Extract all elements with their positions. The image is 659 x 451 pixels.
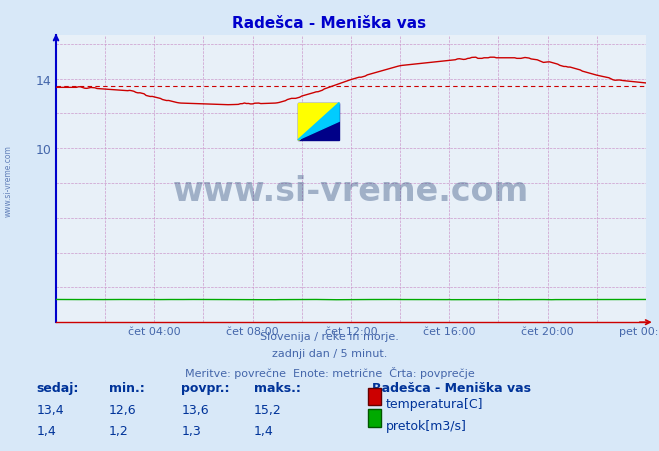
- Text: zadnji dan / 5 minut.: zadnji dan / 5 minut.: [272, 349, 387, 359]
- Text: povpr.:: povpr.:: [181, 381, 230, 394]
- Text: temperatura[C]: temperatura[C]: [386, 397, 484, 410]
- Text: Radešca - Meniška vas: Radešca - Meniška vas: [233, 16, 426, 31]
- Text: www.si-vreme.com: www.si-vreme.com: [3, 144, 13, 216]
- Text: 1,2: 1,2: [109, 424, 129, 437]
- Text: pretok[m3/s]: pretok[m3/s]: [386, 419, 467, 432]
- Text: Radešca - Meniška vas: Radešca - Meniška vas: [372, 381, 531, 394]
- Text: Meritve: povrečne  Enote: metrične  Črta: povprečje: Meritve: povrečne Enote: metrične Črta: …: [185, 366, 474, 378]
- Text: 15,2: 15,2: [254, 403, 281, 416]
- Text: 1,4: 1,4: [254, 424, 273, 437]
- Text: sedaj:: sedaj:: [36, 381, 78, 394]
- Text: 1,3: 1,3: [181, 424, 201, 437]
- Polygon shape: [298, 103, 339, 141]
- Text: www.si-vreme.com: www.si-vreme.com: [173, 174, 529, 207]
- Text: 13,4: 13,4: [36, 403, 64, 416]
- Text: 1,4: 1,4: [36, 424, 56, 437]
- Text: Slovenija / reke in morje.: Slovenija / reke in morje.: [260, 331, 399, 341]
- Polygon shape: [298, 103, 339, 141]
- Text: min.:: min.:: [109, 381, 144, 394]
- Text: 13,6: 13,6: [181, 403, 209, 416]
- Polygon shape: [298, 103, 339, 141]
- Text: 12,6: 12,6: [109, 403, 136, 416]
- Text: maks.:: maks.:: [254, 381, 301, 394]
